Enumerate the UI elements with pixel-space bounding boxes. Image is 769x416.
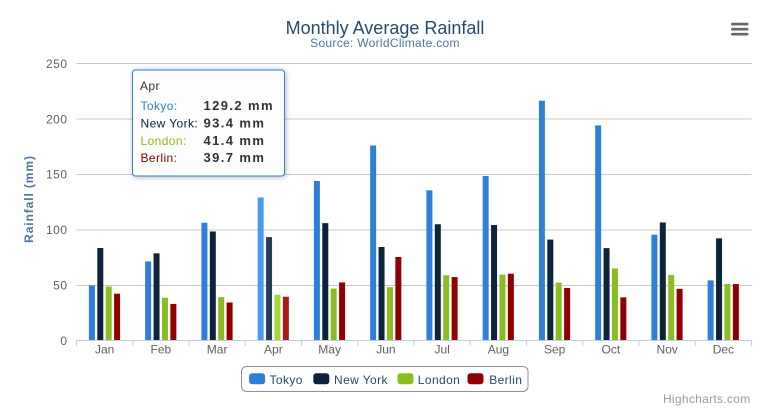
svg-text:New York: New York	[334, 373, 388, 387]
svg-text:Feb: Feb	[151, 343, 172, 357]
svg-text:41.4 mm: 41.4 mm	[204, 133, 266, 148]
svg-text:150: 150	[46, 168, 68, 182]
svg-text:250: 250	[46, 57, 68, 71]
svg-text:93.4 mm: 93.4 mm	[204, 116, 266, 131]
svg-text:London: London	[418, 373, 460, 387]
svg-text:100: 100	[46, 223, 68, 237]
svg-text:Highcharts.com: Highcharts.com	[663, 392, 751, 406]
svg-text:Berlin:: Berlin:	[141, 151, 178, 165]
svg-text:Rainfall (mm): Rainfall (mm)	[22, 155, 36, 243]
svg-text:Sep: Sep	[544, 343, 566, 357]
svg-text:Aug: Aug	[488, 343, 509, 357]
svg-text:0: 0	[60, 334, 67, 348]
svg-text:Monthly Average Rainfall: Monthly Average Rainfall	[286, 18, 485, 38]
svg-text:Oct: Oct	[602, 343, 621, 357]
svg-text:May: May	[318, 343, 341, 357]
svg-text:Mar: Mar	[207, 343, 228, 357]
svg-text:Tokyo: Tokyo	[270, 373, 303, 387]
svg-text:Apr: Apr	[140, 79, 160, 93]
svg-text:Apr: Apr	[264, 343, 283, 357]
svg-text:Jul: Jul	[434, 343, 449, 357]
svg-text:Jun: Jun	[376, 343, 395, 357]
svg-text:Jan: Jan	[95, 343, 114, 357]
svg-text:200: 200	[46, 112, 68, 126]
svg-text:New York:: New York:	[141, 117, 199, 131]
svg-text:Berlin: Berlin	[489, 373, 522, 387]
svg-text:129.2 mm: 129.2 mm	[204, 98, 274, 113]
svg-text:Dec: Dec	[713, 343, 734, 357]
svg-text:London:: London:	[141, 134, 187, 148]
svg-text:Source: WorldClimate.com: Source: WorldClimate.com	[310, 36, 460, 50]
svg-text:39.7 mm: 39.7 mm	[204, 150, 266, 165]
svg-text:50: 50	[53, 279, 67, 293]
svg-text:Nov: Nov	[656, 343, 677, 357]
svg-text:Tokyo:: Tokyo:	[141, 99, 178, 113]
